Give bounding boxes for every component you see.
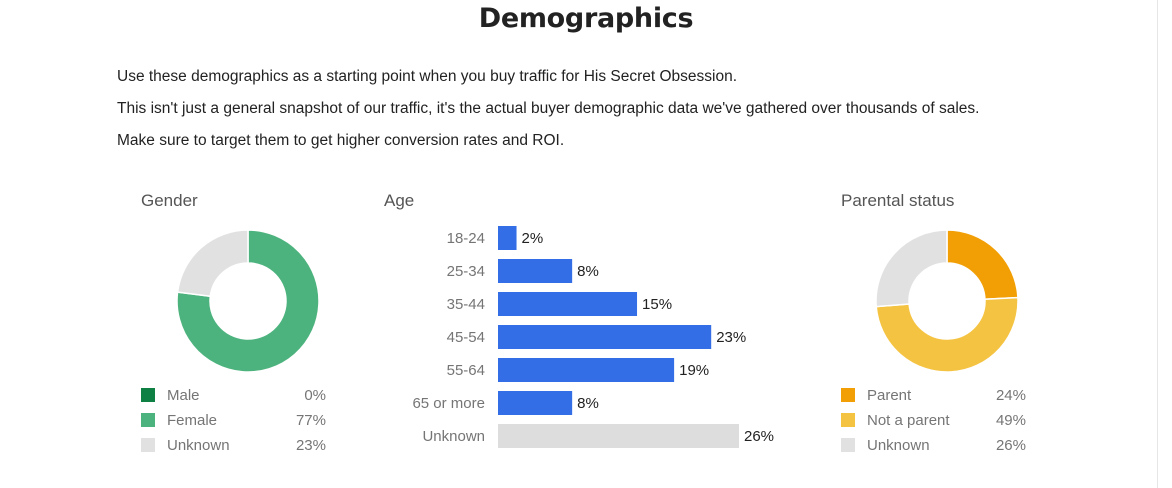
gender-slice-female (176, 229, 320, 373)
gender-legend-label: Male (167, 387, 200, 404)
parental-legend-value: 49% (995, 412, 1026, 429)
parental-legend-value: 26% (995, 437, 1026, 454)
intro-line-1: Use these demographics as a starting poi… (117, 68, 738, 85)
age-bar-value-label: 8% (577, 263, 599, 280)
age-bar-55-64 (498, 358, 675, 382)
parental-legend-label: Parent (867, 387, 912, 404)
parental-legend-label: Not a parent (867, 412, 950, 429)
age-bar-value-label: 26% (744, 428, 774, 445)
age-bar-value-label: 8% (577, 395, 599, 412)
age-category-label: 45-54 (447, 329, 485, 346)
parental-slice-unknown (875, 229, 948, 308)
gender-legend-item-female: Female 77% (141, 412, 326, 430)
parental-legend-item-unknown: Unknown 26% (841, 437, 1026, 455)
age-category-label: 18-24 (447, 230, 485, 247)
parental-legend-swatch (841, 438, 855, 452)
age-bar-25-34 (498, 259, 573, 283)
age-category-label: 35-44 (447, 296, 485, 313)
age-chart-title: Age (384, 191, 415, 210)
gender-legend-label: Female (167, 412, 218, 429)
gender-legend-value: 0% (304, 387, 326, 404)
parental-chart-title: Parental status (841, 191, 955, 210)
parental-legend-swatch (841, 413, 855, 427)
age-category-label: 25-34 (447, 263, 485, 280)
parental-legend-swatch (841, 388, 855, 402)
age-category-label: 65 or more (412, 395, 485, 412)
page-title: Demographics (478, 3, 694, 34)
parental-legend-item-not-a-parent: Not a parent 49% (841, 412, 1026, 430)
age-bar-value-label: 15% (642, 296, 672, 313)
intro-line-2: This isn't just a general snapshot of ou… (117, 100, 980, 117)
age-bar-18-24 (498, 226, 517, 250)
gender-legend-value: 23% (295, 437, 326, 454)
age-bar-45-54 (498, 325, 712, 349)
age-category-label: 55-64 (447, 362, 485, 379)
gender-legend-label: Unknown (167, 437, 230, 454)
parental-legend-item-parent: Parent 24% (841, 387, 1026, 405)
gender-legend-item-unknown: Unknown 23% (141, 437, 326, 455)
parental-slice-parent (946, 229, 1019, 300)
parental-legend-label: Unknown (867, 437, 930, 454)
age-bar-value-label: 23% (716, 329, 746, 346)
gender-legend-item-male: Male 0% (141, 387, 326, 405)
gender-legend-swatch (141, 388, 155, 402)
age-bar-value-label: 2% (522, 230, 544, 247)
age-bar-35-44 (498, 292, 638, 316)
gender-chart-title: Gender (141, 191, 198, 210)
parental-slice-not-a-parent (875, 296, 1019, 373)
right-border (1157, 0, 1158, 488)
gender-legend-value: 77% (295, 412, 326, 429)
parental-legend-value: 24% (995, 387, 1026, 404)
gender-slice-unknown (176, 229, 249, 298)
age-bar-value-label: 19% (679, 362, 709, 379)
age-category-label: Unknown (422, 428, 485, 445)
age-bar-65-or-more (498, 391, 573, 415)
gender-legend-swatch (141, 413, 155, 427)
gender-legend-swatch (141, 438, 155, 452)
age-bar-unknown (498, 424, 739, 448)
intro-line-3: Make sure to target them to get higher c… (117, 132, 565, 149)
